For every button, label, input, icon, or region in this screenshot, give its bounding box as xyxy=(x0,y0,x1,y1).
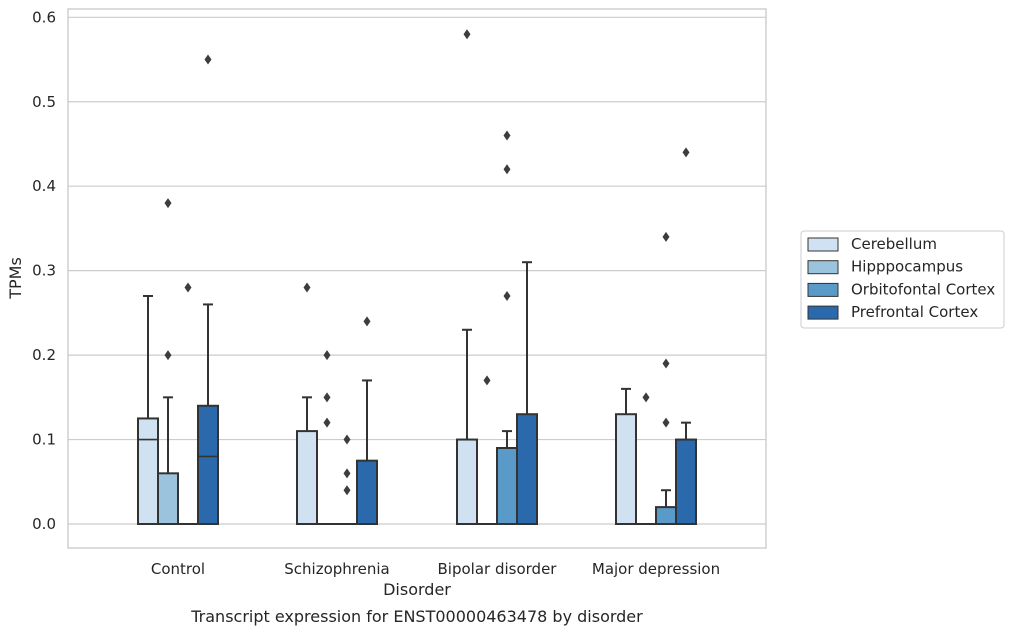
legend-swatch xyxy=(807,282,839,297)
outlier-point xyxy=(503,164,511,175)
box-body xyxy=(296,430,318,526)
box-body xyxy=(496,446,518,525)
outlier-point xyxy=(682,147,690,158)
outlier-point xyxy=(164,350,172,361)
box-2-2 xyxy=(496,130,518,525)
x-axis-label: Disorder xyxy=(383,580,451,599)
legend-frame xyxy=(800,230,1005,329)
box-0-3 xyxy=(197,54,219,525)
box-0-0 xyxy=(137,294,159,525)
legend-entry-label: Orbitofontal Cortex xyxy=(851,280,995,298)
box-body xyxy=(655,506,677,525)
outlier-point xyxy=(323,392,331,403)
box-1-0 xyxy=(296,282,318,526)
box-3-0 xyxy=(615,387,637,525)
x-axis-ticks: Control Schizophrenia Bipolar disorder Majo… xyxy=(151,560,720,578)
outlier-point xyxy=(503,290,511,301)
y-tick-label: 0.0 xyxy=(32,515,56,533)
box-0-1 xyxy=(157,198,179,525)
outlier-point xyxy=(343,485,351,496)
box-series xyxy=(137,29,697,526)
box-1-1 xyxy=(317,350,337,525)
outlier-point xyxy=(463,29,471,40)
box-body xyxy=(516,413,538,525)
outlier-point xyxy=(483,375,491,386)
outlier-point xyxy=(503,130,511,141)
outlier-point xyxy=(323,350,331,361)
outlier-point xyxy=(662,358,670,369)
grid-lines xyxy=(68,16,766,525)
x-tick-label: Major depression xyxy=(592,560,720,578)
box-body xyxy=(456,438,478,525)
outlier-point xyxy=(303,282,311,293)
y-tick-label: 0.3 xyxy=(32,262,56,280)
y-axis-label: TPMs xyxy=(6,257,25,300)
outlier-point xyxy=(343,434,351,445)
box-body xyxy=(197,404,219,525)
box-2-0 xyxy=(456,29,478,525)
legend-entry-label: Cerebellum xyxy=(851,235,937,253)
legend-swatch xyxy=(807,237,839,252)
plot-area xyxy=(68,9,766,548)
plot-frame xyxy=(67,8,767,549)
y-tick-label: 0.2 xyxy=(32,346,56,364)
y-tick-label: 0.5 xyxy=(32,93,56,111)
box-3-3 xyxy=(675,147,697,525)
outlier-point xyxy=(343,468,351,479)
box-0-2 xyxy=(178,282,198,525)
box-body xyxy=(675,438,697,525)
box-body xyxy=(137,417,159,525)
box-1-2 xyxy=(337,434,357,525)
y-axis-ticks: 0.0 0.1 0.2 0.3 0.4 0.5 0.6 xyxy=(32,8,56,533)
box-body xyxy=(615,413,637,525)
outlier-point xyxy=(323,417,331,428)
box-body xyxy=(157,472,179,525)
x-tick-label: Bipolar disorder xyxy=(438,560,558,578)
legend-entry-label: Prefrontal Cortex xyxy=(851,303,978,321)
x-tick-label: Control xyxy=(151,560,205,578)
outlier-point xyxy=(363,316,371,327)
box-2-1 xyxy=(477,375,497,525)
x-tick-label: Schizophrenia xyxy=(284,560,389,578)
legend: Cerebellum Hipppocampus Orbitofontal Corte… xyxy=(800,230,1005,329)
outlier-point xyxy=(662,231,670,242)
box-2-3 xyxy=(516,261,538,525)
box-1-3 xyxy=(356,316,378,526)
outlier-point xyxy=(164,198,172,209)
outlier-point xyxy=(184,282,192,293)
legend-swatch xyxy=(807,260,839,275)
outlier-point xyxy=(662,417,670,428)
legend-entry-label: Hipppocampus xyxy=(851,258,963,276)
y-tick-label: 0.1 xyxy=(32,431,56,449)
outlier-point xyxy=(204,54,212,65)
legend-swatch xyxy=(807,305,839,320)
outlier-point xyxy=(642,392,650,403)
box-3-1 xyxy=(636,392,656,525)
chart-caption: Transcript expression for ENST0000046347… xyxy=(190,607,643,626)
box-body xyxy=(356,459,378,526)
y-tick-label: 0.4 xyxy=(32,177,56,195)
y-tick-label: 0.6 xyxy=(32,8,56,26)
